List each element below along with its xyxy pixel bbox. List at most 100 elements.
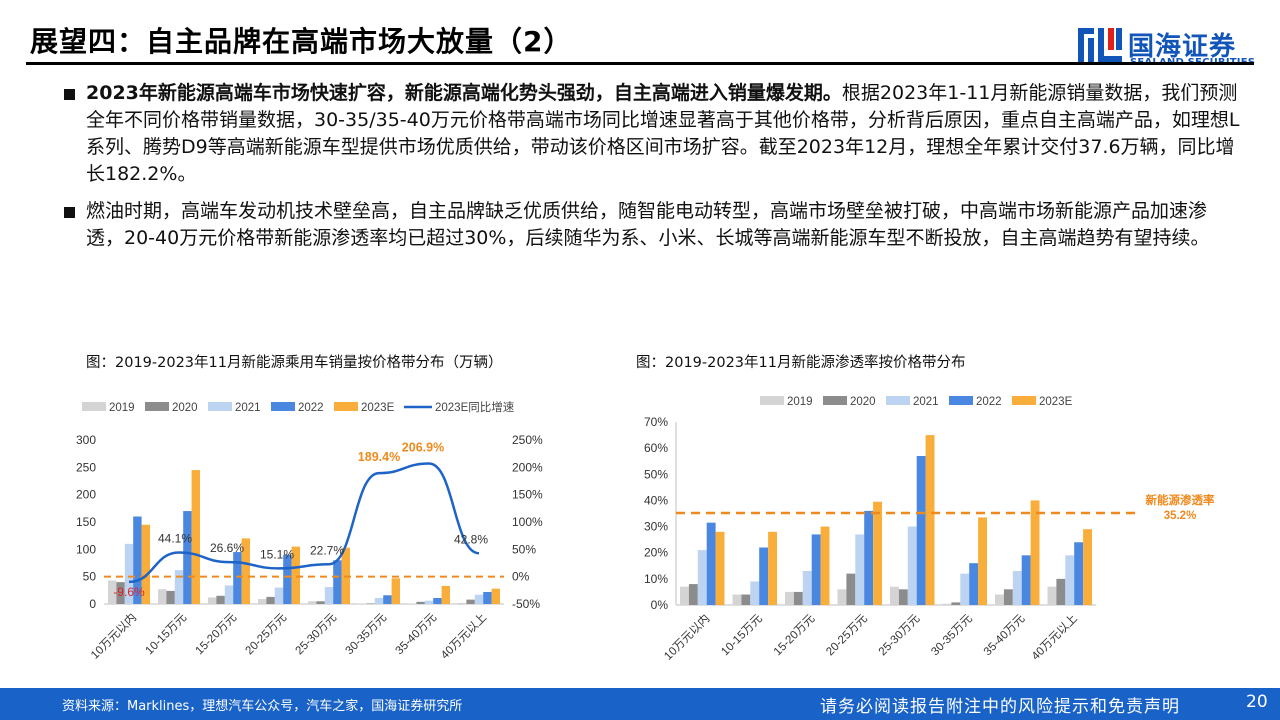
x-tick-label: 35-40万元 [982,612,1028,658]
bar [233,552,242,604]
y-tick-label: 50% [644,467,668,481]
x-tick-label: 15-20万元 [194,611,240,657]
bullet-bold-lead: 2023年新能源高端车市场快速扩容，新能源高端化势头强劲，自主高端进入销量爆发期… [86,82,842,104]
legend-label: 2023E [1039,396,1073,408]
bar [474,594,484,604]
legend-label: 2020 [172,402,198,414]
legend-swatch [145,402,169,411]
y2-tick-label: 250% [512,433,543,447]
bullet-text: 燃油时期，高端车发动机技术壁垒高，自主品牌缺乏优质供给，随智能电动转型，高端市场… [86,200,1210,249]
y-tick-label: 30% [644,520,668,534]
growth-data-label: -9.6% [113,585,145,599]
bar [741,594,751,605]
bar [166,590,175,604]
bar [183,511,192,604]
legend-label: 2021 [913,396,939,408]
legend-label: 2023E [361,402,395,414]
x-tick-label: 10万元以内 [661,611,712,662]
page-title: 展望四：自主品牌在高端市场大放量（2） [30,25,573,58]
bar [995,594,1004,605]
bar [116,582,125,604]
bar [174,570,184,604]
bar [793,591,803,605]
footer-bar: 资料来源：Marklines，理想汽车公众号，汽车之家，国海证券研究所 请务必阅… [0,688,1280,720]
x-tick-label: 15-20万元 [772,612,818,658]
bar [759,547,769,605]
bar [466,599,475,604]
bar [141,524,150,604]
bar [208,597,217,604]
bar [216,595,225,604]
chart-title-penetration: 图：2019-2023年11月新能源渗透率按价格带分布 [636,355,966,371]
bar [1021,555,1031,605]
legend-swatch [334,402,358,411]
growth-line [128,462,480,584]
bar [969,563,979,605]
bar [907,526,917,605]
bar [925,435,935,605]
bar [333,560,342,604]
bar [846,573,856,605]
bar [811,534,821,605]
logo-chinese-name: 国海证券 [1128,32,1237,62]
bar [433,597,442,604]
y2-tick-label: -50% [512,597,540,611]
x-tick-label: 25-30万元 [294,611,340,657]
sales-by-price-chart: 2019 2020 2021 2022 2023E 2023E同比增速 10万元以内 10-1… [76,400,543,662]
bar [951,602,961,605]
x-tick-label: 10-15万元 [719,612,765,658]
chart-title-sales: 图：2019-2023年11月新能源乘用车销量按价格带分布（万辆） [86,355,503,371]
legend-swatch [949,396,973,405]
bar [1056,578,1066,605]
bar [258,599,267,604]
bar [1083,529,1092,605]
y-tick-label: 200 [76,488,96,502]
bar [1003,589,1013,605]
bar [441,585,450,604]
y2-tick-label: 50% [512,542,536,556]
bar [108,580,117,604]
y-tick-label: 0 [89,597,96,611]
growth-data-label: 42.8% [454,532,488,546]
footer-source: 资料来源：Marklines，理想汽车公众号，汽车之家，国海证券研究所 [62,699,463,714]
bar [424,600,434,604]
bar [1030,500,1040,605]
bar [366,603,375,604]
bar [706,522,716,605]
bar [458,602,467,604]
y-tick-label: 150 [76,515,96,529]
bar [864,510,874,605]
page-number: 20 [1246,692,1268,712]
bar [890,586,899,605]
y2-tick-label: 200% [512,460,543,474]
bullet-item: 燃油时期，高端车发动机技术壁垒高，自主品牌缺乏优质供给，随智能电动转型，高端市场… [60,198,1240,252]
bar [802,571,812,605]
bar [898,589,908,605]
legend-swatch [886,396,910,405]
bar [391,578,400,604]
x-tick-label: 40万元以上 [438,611,489,662]
growth-data-label: 15.1% [260,547,294,561]
bar [374,597,384,604]
y-tick-label: 10% [644,572,668,586]
bar [158,589,167,604]
growth-data-label: 22.7% [310,543,344,557]
bullet-square-icon [64,89,75,100]
bullet-text: 根据2023年1-11月新能源销量数据，我们预测全年不同价格带销量数据，30-3… [86,82,1240,185]
growth-data-label: 189.4% [358,450,400,464]
bar [750,581,760,605]
footer-disclaimer: 请务必阅读报告附注中的风险提示和免责声明 [820,697,1180,717]
bar [855,534,865,605]
bar [383,595,392,604]
bar [283,554,292,604]
y-tick-label: 50 [83,570,97,584]
bar [916,455,926,605]
bar [133,516,142,604]
x-tick-label: 20-25万元 [824,612,870,658]
bar [820,526,830,605]
bar [266,596,275,604]
x-tick-label: 10-15万元 [144,611,190,657]
bar [483,591,492,604]
bullet-item: 2023年新能源高端车市场快速扩容，新能源高端化势头强劲，自主高端进入销量爆发期… [60,80,1240,188]
bullet-square-icon [64,207,75,218]
